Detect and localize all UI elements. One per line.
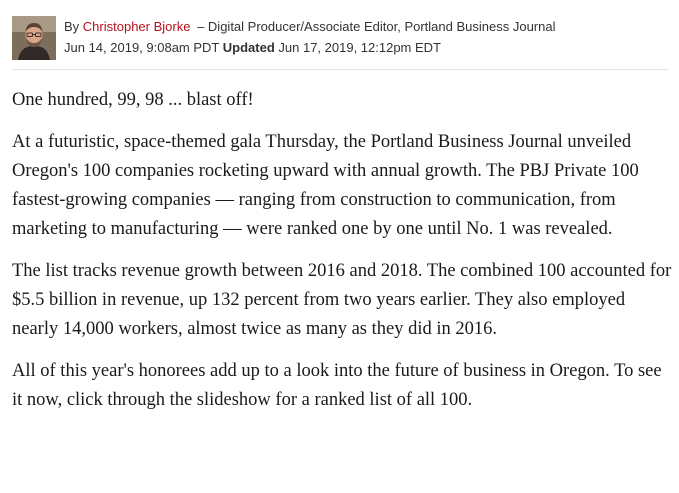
author-link[interactable]: Christopher Bjorke xyxy=(82,19,191,34)
article-paragraph: The list tracks revenue growth between 2… xyxy=(12,261,672,339)
article-paragraph: At a futuristic, space-themed gala Thurs… xyxy=(12,132,639,239)
article-paragraph: One hundred, 99, 98 ... blast off! xyxy=(12,90,254,110)
author-photo xyxy=(12,16,56,60)
article-body: One hundred, 99, 98 ... blast off! At a … xyxy=(12,86,672,428)
published-date: Jun 14, 2019, 9:08am PDT xyxy=(64,40,220,55)
article-paragraph: All of this year's honorees add up to a … xyxy=(12,361,662,410)
byline-author-line: By Christopher Bjorke – Digital Producer… xyxy=(64,16,556,37)
author-avatar[interactable] xyxy=(12,16,56,60)
updated-label: Updated xyxy=(222,40,275,55)
updated-date: Jun 17, 2019, 12:12pm EDT xyxy=(278,40,441,55)
author-role: – Digital Producer/Associate Editor, Por… xyxy=(197,19,556,34)
byline-text: By Christopher Bjorke – Digital Producer… xyxy=(64,16,556,58)
by-label: By xyxy=(64,19,80,34)
byline-dates: Jun 14, 2019, 9:08am PDT Updated Jun 17,… xyxy=(64,37,556,58)
byline-divider xyxy=(12,69,669,70)
byline: By Christopher Bjorke – Digital Producer… xyxy=(12,14,672,60)
